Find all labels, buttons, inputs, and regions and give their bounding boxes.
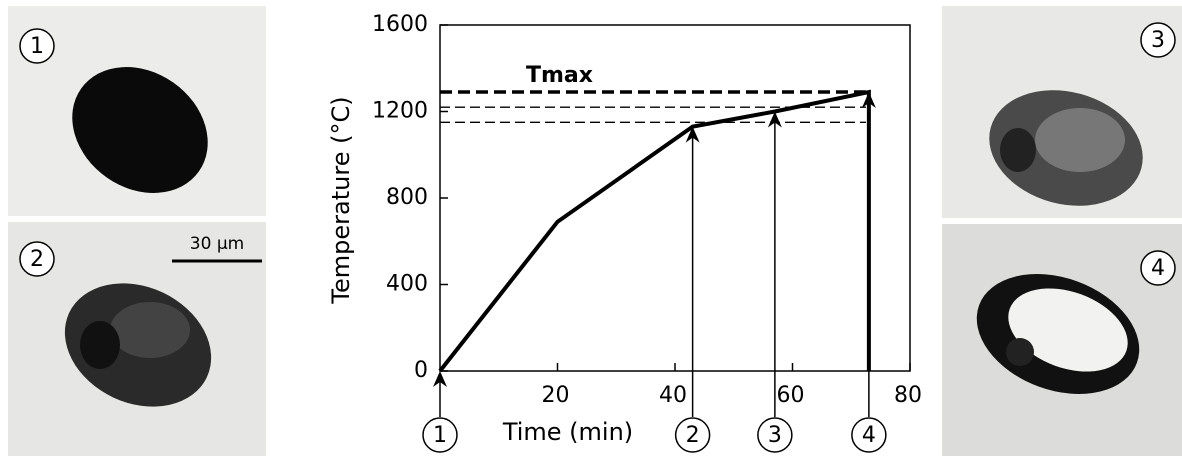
marker-label: 3 (768, 423, 782, 448)
panel-label: 4 (1151, 256, 1165, 281)
x-tick-label: 80 (894, 383, 922, 408)
marker-label-circle (422, 417, 458, 453)
marker-label: 1 (433, 423, 447, 448)
y-tick-label: 1600 (372, 12, 428, 37)
marker-arrowhead (685, 126, 700, 143)
panel-4 (942, 224, 1182, 456)
marker-arrowhead (861, 92, 876, 109)
y-axis-label: Temperature (°C) (327, 96, 355, 304)
y-tick-label: 800 (386, 185, 428, 210)
y-tick-label: 1200 (372, 99, 428, 124)
marker-label-circle (674, 417, 711, 453)
panel-2: 30 µm (8, 222, 266, 456)
panel-label-circle (1140, 22, 1176, 58)
scale-bar-label: 30 µm (190, 234, 244, 254)
y-tick-label: 0 (414, 358, 428, 383)
panel-label: 2 (30, 247, 44, 272)
x-tick-label: 40 (659, 383, 687, 408)
marker-arrowhead (433, 371, 447, 387)
marker-arrowhead (767, 111, 782, 128)
panel-label-circle (1140, 250, 1176, 286)
plot-frame (439, 24, 911, 372)
y-tick-label: 400 (386, 272, 428, 297)
temperature-line (438, 89, 871, 373)
panel-label-circle (19, 241, 55, 277)
marker-label-circle (757, 417, 793, 453)
chart: Tmax Temperature (°C) Time (min) (327, 63, 633, 446)
panel-label: 3 (1151, 28, 1165, 53)
marker-label-circle (851, 417, 887, 453)
panel-1 (8, 6, 266, 216)
x-tick-label: 20 (542, 383, 570, 408)
panel-label-circle (19, 28, 55, 64)
x-axis-label: Time (min) (502, 418, 633, 446)
marker-label: 4 (862, 423, 876, 448)
marker-label: 2 (686, 423, 700, 448)
panel-label: 1 (30, 34, 44, 59)
tmax-label: Tmax (526, 63, 593, 88)
x-tick-label: 60 (777, 383, 805, 408)
